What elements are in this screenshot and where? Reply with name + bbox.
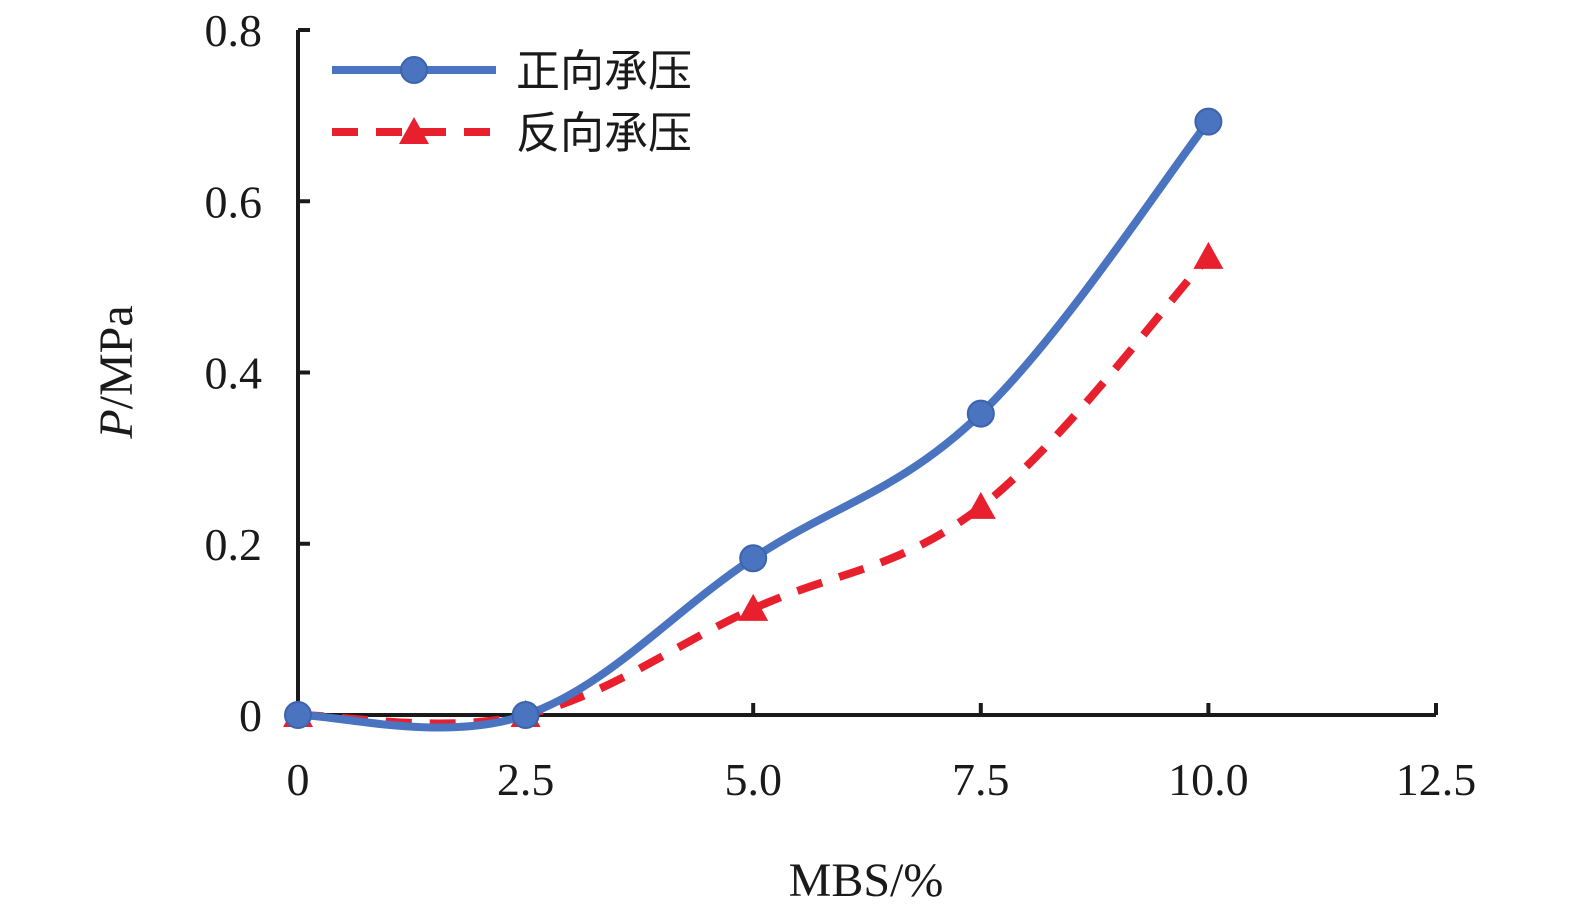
y-tick-label: 0.6 xyxy=(205,176,263,227)
circle-marker xyxy=(739,544,768,573)
x-tick-label: 12.5 xyxy=(1396,754,1477,805)
series-0 xyxy=(284,107,1223,732)
triangle-marker xyxy=(399,117,429,144)
circle-marker xyxy=(966,399,995,428)
x-axis-title: MBS/% xyxy=(789,854,944,907)
triangle-marker xyxy=(1193,241,1224,269)
triangle-marker xyxy=(965,491,996,519)
y-tick-label: 0.8 xyxy=(205,5,263,56)
y-tick-label: 0 xyxy=(239,690,262,741)
legend-item-1: 反向承压 xyxy=(332,109,692,158)
plot-area xyxy=(283,107,1224,732)
y-axis-title-symbol: P xyxy=(90,409,143,439)
x-tick-label: 2.5 xyxy=(497,754,555,805)
y-tick-label: 0.4 xyxy=(205,348,263,399)
y-axis-title-unit: /MPa xyxy=(90,305,143,409)
y-tick-label: 0.2 xyxy=(205,519,263,570)
x-tick-label: 5.0 xyxy=(724,754,782,805)
axes: 0 0.2 0.4 0.6 0.8 0 2.5 5.0 7.5 10.0 12.5 xyxy=(205,5,1477,805)
legend-label: 正向承压 xyxy=(516,47,692,96)
circle-marker xyxy=(400,56,428,84)
series-line xyxy=(297,119,1212,732)
x-tick-label: 0 xyxy=(287,754,310,805)
series-1 xyxy=(283,241,1224,728)
triangle-marker xyxy=(738,593,769,621)
x-tick-label: 7.5 xyxy=(952,754,1010,805)
circle-marker xyxy=(511,701,540,729)
series-line xyxy=(297,254,1212,728)
circle-marker xyxy=(1194,107,1223,136)
x-tick-label: 10.0 xyxy=(1168,754,1249,805)
legend-item-0: 正向承压 xyxy=(332,47,692,96)
legend-label: 反向承压 xyxy=(516,109,692,158)
circle-marker xyxy=(284,701,312,729)
y-axis-title: P/MPa xyxy=(90,305,143,439)
